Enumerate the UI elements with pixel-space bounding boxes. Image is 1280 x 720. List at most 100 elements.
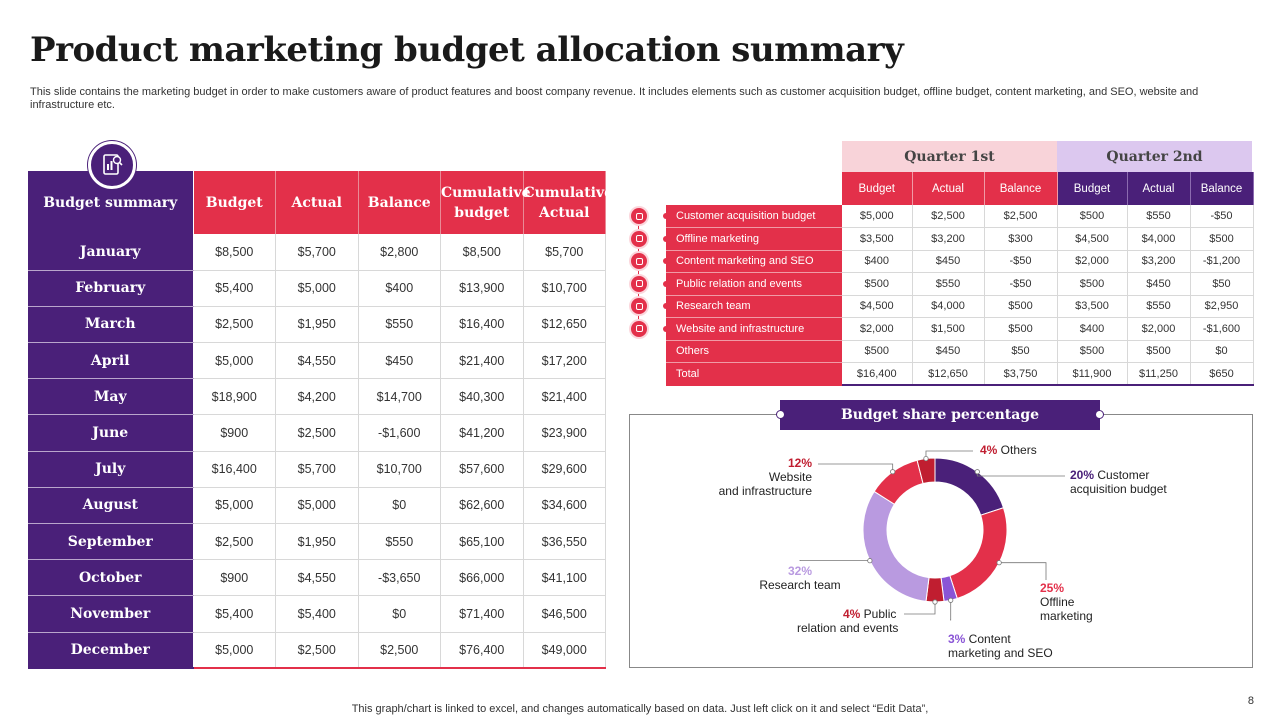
q1-budget-cell: $500 bbox=[842, 340, 913, 363]
budget-row-march: March $2,500 $1,950 $550 $16,400 $12,650 bbox=[28, 306, 606, 344]
q2-balance-cell: $2,950 bbox=[1190, 295, 1254, 318]
q1-budget-cell: $5,000 bbox=[842, 205, 913, 228]
actual-cell: $4,200 bbox=[275, 378, 359, 416]
cumulative-actual-cell: $46,500 bbox=[523, 595, 606, 633]
month-cell: May bbox=[28, 378, 194, 416]
q2-balance-cell: $500 bbox=[1190, 227, 1254, 251]
budget-row-december: December $5,000 $2,500 $2,500 $76,400 $49,000 bbox=[28, 632, 606, 670]
q1-balance-cell: $50 bbox=[984, 340, 1058, 363]
q1-actual-cell: $12,650 bbox=[912, 362, 985, 386]
category-cell: Offline marketing bbox=[666, 227, 842, 251]
page-subtitle: This slide contains the marketing budget… bbox=[30, 86, 1199, 111]
q2-balance-header: Balance bbox=[1190, 172, 1254, 205]
q1-budget-header: Budget bbox=[842, 172, 913, 205]
row-connector-dot bbox=[663, 235, 669, 242]
quarterly-row-research-team: Research team $4,500 $4,000 $500 $3,500 $550 $… bbox=[666, 295, 1254, 318]
balance-cell: -$1,600 bbox=[358, 414, 441, 452]
actual-cell: $1,950 bbox=[275, 306, 359, 344]
q1-actual-header: Actual bbox=[912, 172, 985, 205]
q2-balance-cell: -$50 bbox=[1190, 205, 1254, 228]
cumulative-budget-cell: $40,300 bbox=[440, 378, 524, 416]
search-icon bbox=[629, 251, 649, 271]
q1-actual-cell: $4,000 bbox=[912, 295, 985, 318]
cumulative-budget-cell: $62,600 bbox=[440, 487, 524, 525]
q2-budget-cell: $2,000 bbox=[1057, 250, 1128, 273]
budget-cell: $16,400 bbox=[193, 451, 276, 488]
budget-cell: $8,500 bbox=[193, 234, 276, 271]
cumulative-actual-cell: $34,600 bbox=[523, 487, 606, 525]
budget-cell: $900 bbox=[193, 414, 276, 452]
cumulative-budget-cell: $8,500 bbox=[440, 234, 524, 271]
budget-cell: $5,400 bbox=[193, 270, 276, 307]
month-cell: December bbox=[28, 632, 194, 670]
month-cell: April bbox=[28, 342, 194, 380]
category-cell: Customer acquisition budget bbox=[666, 205, 842, 228]
footer-note: This graph/chart is linked to excel, and… bbox=[351, 703, 929, 715]
actual-cell: $1,950 bbox=[275, 523, 359, 561]
budget-summary-header-row: Budget summary Budget Actual Balance Cum… bbox=[28, 171, 613, 234]
cumulative-budget-cell: $16,400 bbox=[440, 306, 524, 344]
cumulative-budget-cell: $57,600 bbox=[440, 451, 524, 488]
header-balance: Balance bbox=[358, 171, 441, 234]
budget-row-october: October $900 $4,550 -$3,650 $66,000 $41,100 bbox=[28, 559, 606, 597]
q1-balance-cell: $500 bbox=[984, 295, 1058, 318]
q2-budget-cell: $400 bbox=[1057, 317, 1128, 341]
category-cell: Content marketing and SEO bbox=[666, 250, 842, 273]
month-cell: September bbox=[28, 523, 194, 561]
budget-row-august: August $5,000 $5,000 $0 $62,600 $34,600 bbox=[28, 487, 606, 525]
quarterly-row-public-relation-and-events: Public relation and events $500 $550 -$50 $5… bbox=[666, 272, 1254, 296]
month-cell: August bbox=[28, 487, 194, 525]
q2-actual-cell: $450 bbox=[1127, 272, 1191, 296]
cumulative-actual-cell: $10,700 bbox=[523, 270, 606, 307]
balance-cell: $0 bbox=[358, 595, 441, 633]
store-icon bbox=[629, 228, 649, 249]
q1-actual-cell: $3,200 bbox=[912, 227, 985, 251]
q1-actual-cell: $450 bbox=[912, 340, 985, 363]
actual-cell: $5,700 bbox=[275, 234, 359, 271]
cumulative-actual-cell: $41,100 bbox=[523, 559, 606, 597]
q2-balance-cell: -$1,200 bbox=[1190, 250, 1254, 273]
quarterly-row-customer-acquisition-budget: Customer acquisition budget $5,000 $2,500 $… bbox=[666, 205, 1254, 228]
q2-actual-cell: $550 bbox=[1127, 205, 1191, 228]
balance-cell: $450 bbox=[358, 342, 441, 380]
quarterly-header-blank bbox=[666, 172, 842, 205]
budget-row-june: June $900 $2,500 -$1,600 $41,200 $23,900 bbox=[28, 414, 606, 452]
actual-cell: $5,700 bbox=[275, 451, 359, 488]
quarterly-row-total: Total $16,400 $12,650 $3,750 $11,900 $11,250 $… bbox=[666, 362, 1254, 386]
month-cell: July bbox=[28, 451, 194, 488]
q2-actual-cell: $4,000 bbox=[1127, 227, 1191, 251]
quarter-2-header: Quarter 2nd bbox=[1057, 141, 1252, 172]
q2-balance-cell: $0 bbox=[1190, 340, 1254, 363]
budget-row-may: May $18,900 $4,200 $14,700 $40,300 $21,400 bbox=[28, 378, 606, 416]
category-cell: Website and infrastructure bbox=[666, 317, 842, 341]
actual-cell: $5,000 bbox=[275, 487, 359, 525]
page-number: 8 bbox=[1247, 695, 1254, 707]
budget-cell: $2,500 bbox=[193, 306, 276, 344]
cumulative-budget-cell: $41,200 bbox=[440, 414, 524, 452]
category-cell: Public relation and events bbox=[666, 272, 842, 296]
q2-budget-cell: $500 bbox=[1057, 272, 1128, 296]
budget-row-november: November $5,400 $5,400 $0 $71,400 $46,500 bbox=[28, 595, 606, 633]
budget-summary-table: Budget summary Budget Actual Balance Cum… bbox=[28, 171, 613, 670]
cumulative-actual-cell: $17,200 bbox=[523, 342, 606, 380]
cumulative-actual-cell: $29,600 bbox=[523, 451, 606, 488]
q2-actual-cell: $2,000 bbox=[1127, 317, 1191, 341]
quarterly-subheader-row: Budget Actual Balance Budget Actual Bala… bbox=[666, 172, 1254, 205]
banner-left-dot bbox=[776, 410, 785, 419]
category-cell: Others bbox=[666, 340, 842, 363]
q2-actual-cell: $550 bbox=[1127, 295, 1191, 318]
header-cumulative-actual: Cumulative Actual bbox=[523, 171, 613, 234]
budget-report-icon bbox=[88, 141, 136, 189]
budget-row-january: January $8,500 $5,700 $2,800 $8,500 $5,700 bbox=[28, 234, 606, 271]
balance-cell: $10,700 bbox=[358, 451, 441, 488]
q1-balance-cell: $300 bbox=[984, 227, 1058, 251]
header-cumulative-budget: Cumulative budget bbox=[440, 171, 531, 234]
actual-cell: $5,000 bbox=[275, 270, 359, 307]
actual-cell: $5,400 bbox=[275, 595, 359, 633]
q1-budget-cell: $4,500 bbox=[842, 295, 913, 318]
q2-budget-cell: $500 bbox=[1057, 340, 1128, 363]
row-connector-dot bbox=[663, 303, 669, 309]
balance-cell: $550 bbox=[358, 306, 441, 344]
q1-budget-cell: $400 bbox=[842, 250, 913, 273]
header-actual: Actual bbox=[275, 171, 359, 234]
